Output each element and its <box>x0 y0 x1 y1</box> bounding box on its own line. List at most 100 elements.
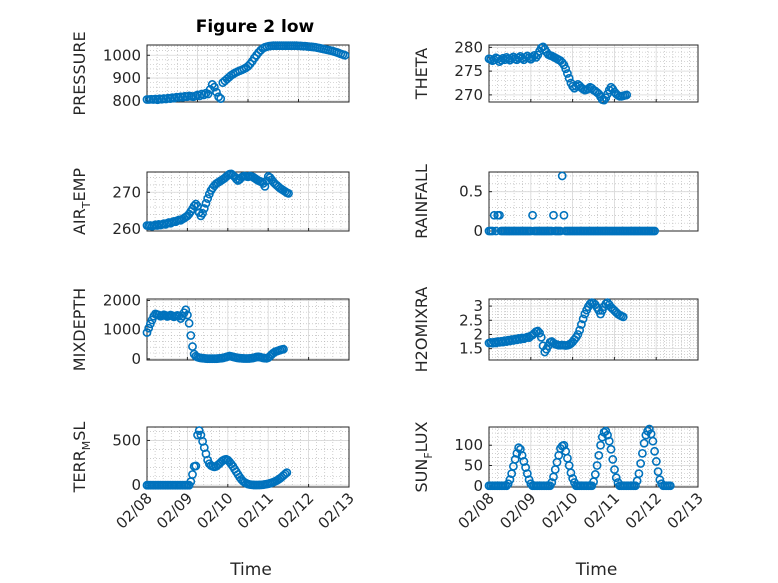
subplot-rainfall: 0 0.5 RAINFALL <box>412 164 699 240</box>
y-tick-label: 3 <box>473 297 483 315</box>
y-axis-label: THETA <box>412 48 431 100</box>
data-point <box>199 90 209 100</box>
data-point <box>528 210 537 220</box>
data-point <box>193 430 202 440</box>
y-axis-label: RAINFALL <box>412 164 431 239</box>
data-point <box>604 436 614 446</box>
data-point <box>535 328 544 338</box>
series-theta <box>484 42 632 105</box>
data-point <box>557 171 567 181</box>
data-point <box>568 474 578 483</box>
data-point <box>191 199 201 209</box>
x-tick-label: 02/13 <box>664 489 707 532</box>
series-h2omixra <box>484 298 628 357</box>
data-point <box>587 481 597 491</box>
data-point <box>563 69 572 78</box>
series-pressure <box>142 41 350 105</box>
y-tick-label: 280 <box>454 38 483 56</box>
data-point <box>194 426 204 435</box>
x-tick-label: 02/13 <box>315 489 358 532</box>
y-tick-label: 275 <box>454 62 483 80</box>
data-point <box>142 328 152 337</box>
x-tick-label: 02/11 <box>580 489 623 532</box>
y-axis-label: MIXDEPTH <box>70 288 89 371</box>
data-point <box>639 438 649 448</box>
data-point <box>610 465 619 474</box>
plot-area <box>489 172 698 231</box>
data-point <box>279 344 288 354</box>
data-point <box>561 64 571 74</box>
y-tick-label: 270 <box>112 183 141 201</box>
subplot-air_temp: 260 270 AIRTEMP <box>70 168 350 238</box>
y-tick-label: 0 <box>473 222 483 240</box>
data-point <box>183 310 192 320</box>
data-point <box>201 198 211 208</box>
y-tick-label: 1000 <box>103 321 141 339</box>
data-point <box>576 320 586 329</box>
x-tick-label: 02/08 <box>113 489 156 532</box>
y-tick-label: 2000 <box>103 291 141 309</box>
y-tick-label: 2.5 <box>459 311 483 329</box>
data-point <box>529 51 539 60</box>
data-point <box>596 440 605 450</box>
x-axis-label-right: Time <box>575 560 618 580</box>
data-point <box>636 459 646 468</box>
y-tick-label: 270 <box>454 86 483 104</box>
y-tick-label: 500 <box>112 431 141 449</box>
data-point <box>549 210 558 220</box>
data-point <box>573 330 583 339</box>
data-point <box>209 82 219 92</box>
data-point <box>559 210 569 220</box>
data-point <box>665 481 675 491</box>
data-point <box>280 469 290 479</box>
data-point <box>634 469 644 479</box>
data-point <box>571 81 581 91</box>
y-axis-label: H2OMIXRA <box>412 287 431 373</box>
data-point <box>488 226 497 236</box>
y-tick-label: 1.5 <box>459 340 483 358</box>
x-tick-label: 02/10 <box>193 489 236 532</box>
y-axis-label: PRESSURE <box>70 31 89 115</box>
y-tick-label: 0 <box>131 350 141 368</box>
data-point <box>644 424 654 434</box>
subplot-mixdepth: 0 1000 2000 MIXDEPTH <box>70 288 350 371</box>
y-tick-label: 900 <box>112 69 141 87</box>
data-point <box>590 470 600 479</box>
y-axis-label: SUNFLUX <box>412 421 435 492</box>
data-point <box>191 461 201 471</box>
series-mixdepth <box>142 305 288 364</box>
data-point <box>631 481 640 491</box>
data-point <box>243 61 253 71</box>
data-point <box>203 194 213 203</box>
data-point <box>651 457 661 466</box>
x-axis-label-left: Time <box>229 560 272 580</box>
y-tick-label: 50 <box>464 457 483 475</box>
data-point <box>578 314 588 324</box>
data-point <box>260 181 270 191</box>
grid <box>488 299 699 361</box>
x-tick-label: 02/09 <box>153 489 196 532</box>
series-terr_msl <box>142 426 292 490</box>
y-tick-label: 1000 <box>103 46 141 64</box>
data-point <box>216 94 226 103</box>
data-point <box>186 331 196 340</box>
data-point <box>189 201 199 211</box>
data-point <box>601 426 611 436</box>
data-point <box>650 226 659 236</box>
x-tick-label: 02/10 <box>538 489 581 532</box>
series-sun_flux <box>484 424 675 491</box>
y-axis-label: TERRMSL <box>70 422 93 494</box>
subplot-theta: 270 275 280 THETA <box>412 38 699 105</box>
data-point <box>282 468 292 478</box>
grid <box>146 427 350 487</box>
subplot-sun_flux: 0 50 100 SUNFLUX <box>412 421 699 495</box>
data-point <box>606 444 616 454</box>
data-point <box>618 312 628 322</box>
figure-title: Figure 2 low <box>196 17 315 37</box>
data-point <box>340 50 350 60</box>
y-axis-label: AIRTEMP <box>70 168 93 235</box>
data-point <box>203 89 213 99</box>
x-tick-label: 02/09 <box>496 489 539 532</box>
data-point <box>528 52 537 62</box>
